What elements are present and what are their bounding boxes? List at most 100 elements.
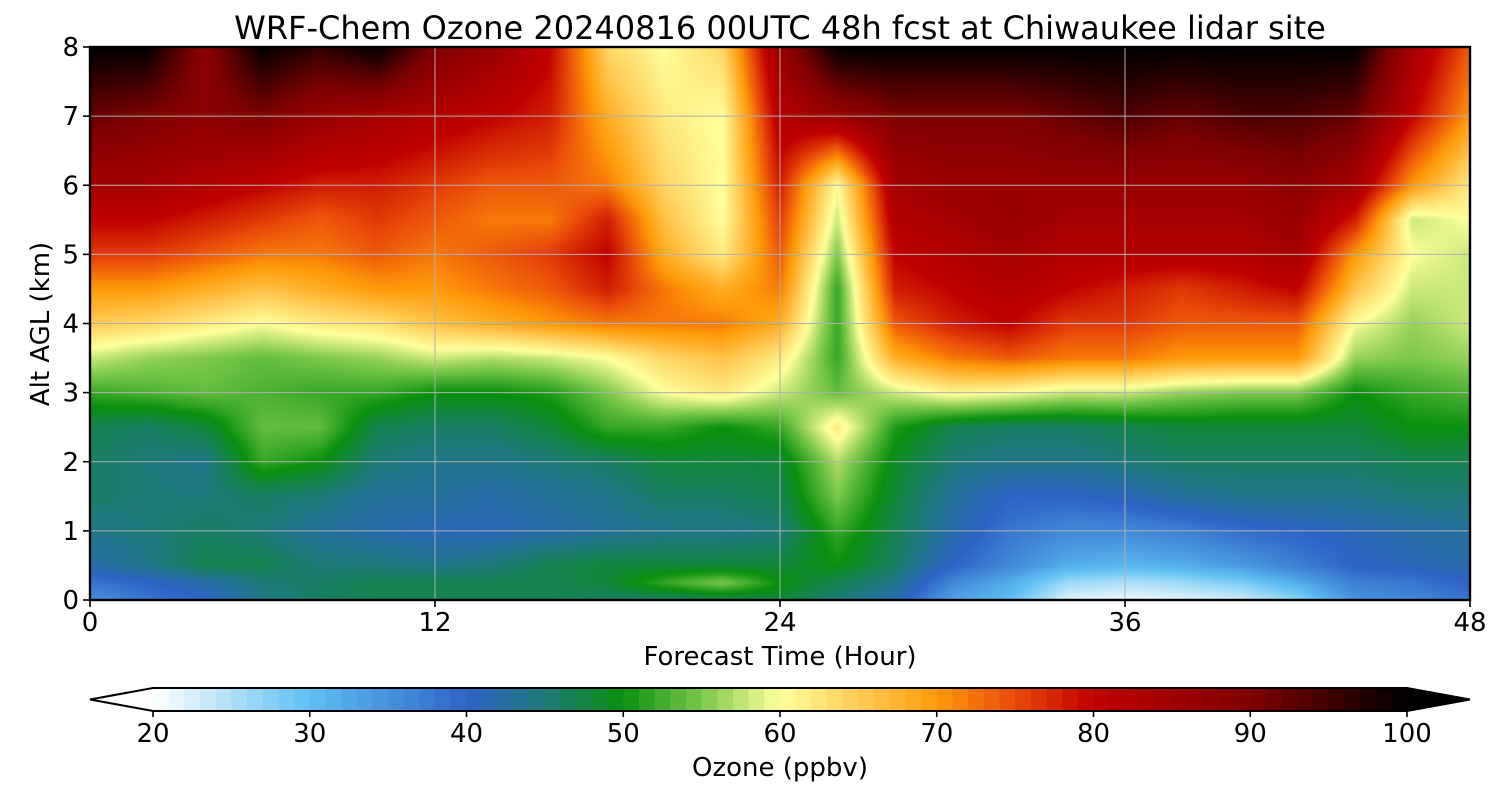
colorbar-segment: [764, 688, 781, 711]
colorbar-segment: [200, 688, 217, 711]
chart-title: WRF-Chem Ozone 20240816 00UTC 48h fcst a…: [234, 9, 1326, 47]
y-tick-label: 5: [62, 240, 79, 270]
colorbar-segment: [1281, 688, 1298, 711]
colorbar-segment: [1359, 688, 1377, 711]
colorbar-segment: [1171, 688, 1189, 711]
colorbar-segment: [278, 688, 295, 711]
colorbar-segment: [780, 688, 797, 711]
colorbar-segment: [1124, 688, 1142, 711]
colorbar-segment: [262, 688, 279, 711]
colorbar-segment: [184, 688, 201, 711]
colorbar-tick-label: 100: [1382, 719, 1432, 749]
colorbar-segment: [1344, 688, 1361, 711]
colorbar-segment: [1297, 688, 1314, 711]
colorbar-segment: [858, 688, 875, 711]
colorbar-segment: [215, 688, 232, 711]
colorbar-segment: [309, 688, 327, 711]
colorbar-segment: [717, 688, 734, 711]
colorbar-segment: [1093, 688, 1110, 711]
colorbar-segment: [1030, 688, 1048, 711]
colorbar-segment: [1187, 688, 1204, 711]
colorbar-segment: [591, 688, 609, 711]
y-tick-label: 7: [62, 102, 79, 132]
y-axis-label: Alt AGL (km): [26, 242, 56, 406]
colorbar-segment: [1234, 688, 1251, 711]
colorbar-segment: [325, 688, 342, 711]
colorbar-label: Ozone (ppbv): [692, 753, 868, 783]
colorbar-segment: [1265, 688, 1283, 711]
colorbar-segment: [748, 688, 765, 711]
colorbar-segment: [1375, 688, 1392, 711]
colorbar-segment: [842, 688, 859, 711]
x-tick-label: 12: [418, 608, 451, 638]
colorbar-segment: [905, 688, 922, 711]
x-tick-label: 36: [1108, 608, 1141, 638]
colorbar-segment: [1140, 688, 1157, 711]
colorbar-tick-label: 30: [293, 719, 326, 749]
colorbar-tick-label: 90: [1234, 719, 1267, 749]
y-tick-label: 6: [62, 171, 79, 201]
colorbar-segment: [889, 688, 906, 711]
colorbar-segment: [983, 688, 1001, 711]
colorbar-tick-label: 40: [450, 719, 483, 749]
colorbar-segment: [403, 688, 421, 711]
colorbar-segment: [999, 688, 1016, 711]
colorbar-segment: [529, 688, 546, 711]
x-tick-label: 48: [1453, 608, 1486, 638]
colorbar-segment: [341, 688, 358, 711]
colorbar-segment: [685, 688, 703, 711]
colorbar-tick-label: 60: [763, 719, 796, 749]
colorbar-segment: [560, 688, 577, 711]
colorbar-segment: [607, 688, 624, 711]
y-tick-label: 0: [62, 586, 79, 616]
colorbar-segment: [1312, 688, 1330, 711]
colorbar-segment: [231, 688, 248, 711]
colorbar-segment: [450, 688, 468, 711]
colorbar-segment: [1109, 688, 1126, 711]
colorbar-segment: [670, 688, 687, 711]
colorbar-tick-label: 80: [1077, 719, 1110, 749]
colorbar-segment: [513, 688, 530, 711]
colorbar-segment: [732, 688, 750, 711]
x-tick-label: 24: [763, 608, 796, 638]
colorbar-segment: [466, 688, 483, 711]
colorbar-segment: [811, 688, 828, 711]
colorbar-segment: [388, 688, 405, 711]
colorbar-segment: [827, 688, 844, 711]
colorbar-segment: [372, 688, 389, 711]
colorbar-segment: [968, 688, 985, 711]
colorbar-segment: [1328, 688, 1345, 711]
colorbar-ticks: 20 30 40 50 60 70 80 90 100: [136, 711, 1432, 749]
colorbar-segment: [1218, 688, 1236, 711]
colorbar-segment: [544, 688, 562, 711]
colorbar-segment: [294, 688, 311, 711]
colorbar-segment: [168, 688, 185, 711]
colorbar-segment: [623, 688, 640, 711]
colorbar-segment: [153, 688, 170, 711]
colorbar: [89, 687, 1471, 712]
colorbar-segment: [435, 688, 452, 711]
colorbar-segment: [247, 688, 264, 711]
x-tick-label: 0: [82, 608, 99, 638]
colorbar-segment: [1015, 688, 1032, 711]
colorbar-segment: [921, 688, 938, 711]
colorbar-segment: [654, 688, 671, 711]
x-axis-label: Forecast Time (Hour): [643, 642, 916, 672]
colorbar-high-extend: [1407, 688, 1470, 711]
y-axis-ticks: 0 1 2 3 4 5 6 7 8: [62, 33, 90, 616]
y-tick-label: 8: [62, 33, 79, 63]
colorbar-segment: [497, 688, 515, 711]
colorbar-segment: [482, 688, 499, 711]
colorbar-segment: [638, 688, 656, 711]
colorbar-segment: [795, 688, 812, 711]
colorbar-segment: [1203, 688, 1220, 711]
colorbar-segment: [1250, 688, 1267, 711]
colorbar-segment: [701, 688, 718, 711]
colorbar-segment: [1062, 688, 1079, 711]
colorbar-segment: [576, 688, 593, 711]
colorbar-tick-label: 20: [136, 719, 169, 749]
y-tick-label: 3: [62, 379, 79, 409]
y-tick-label: 4: [62, 310, 79, 340]
y-tick-label: 1: [62, 517, 79, 547]
